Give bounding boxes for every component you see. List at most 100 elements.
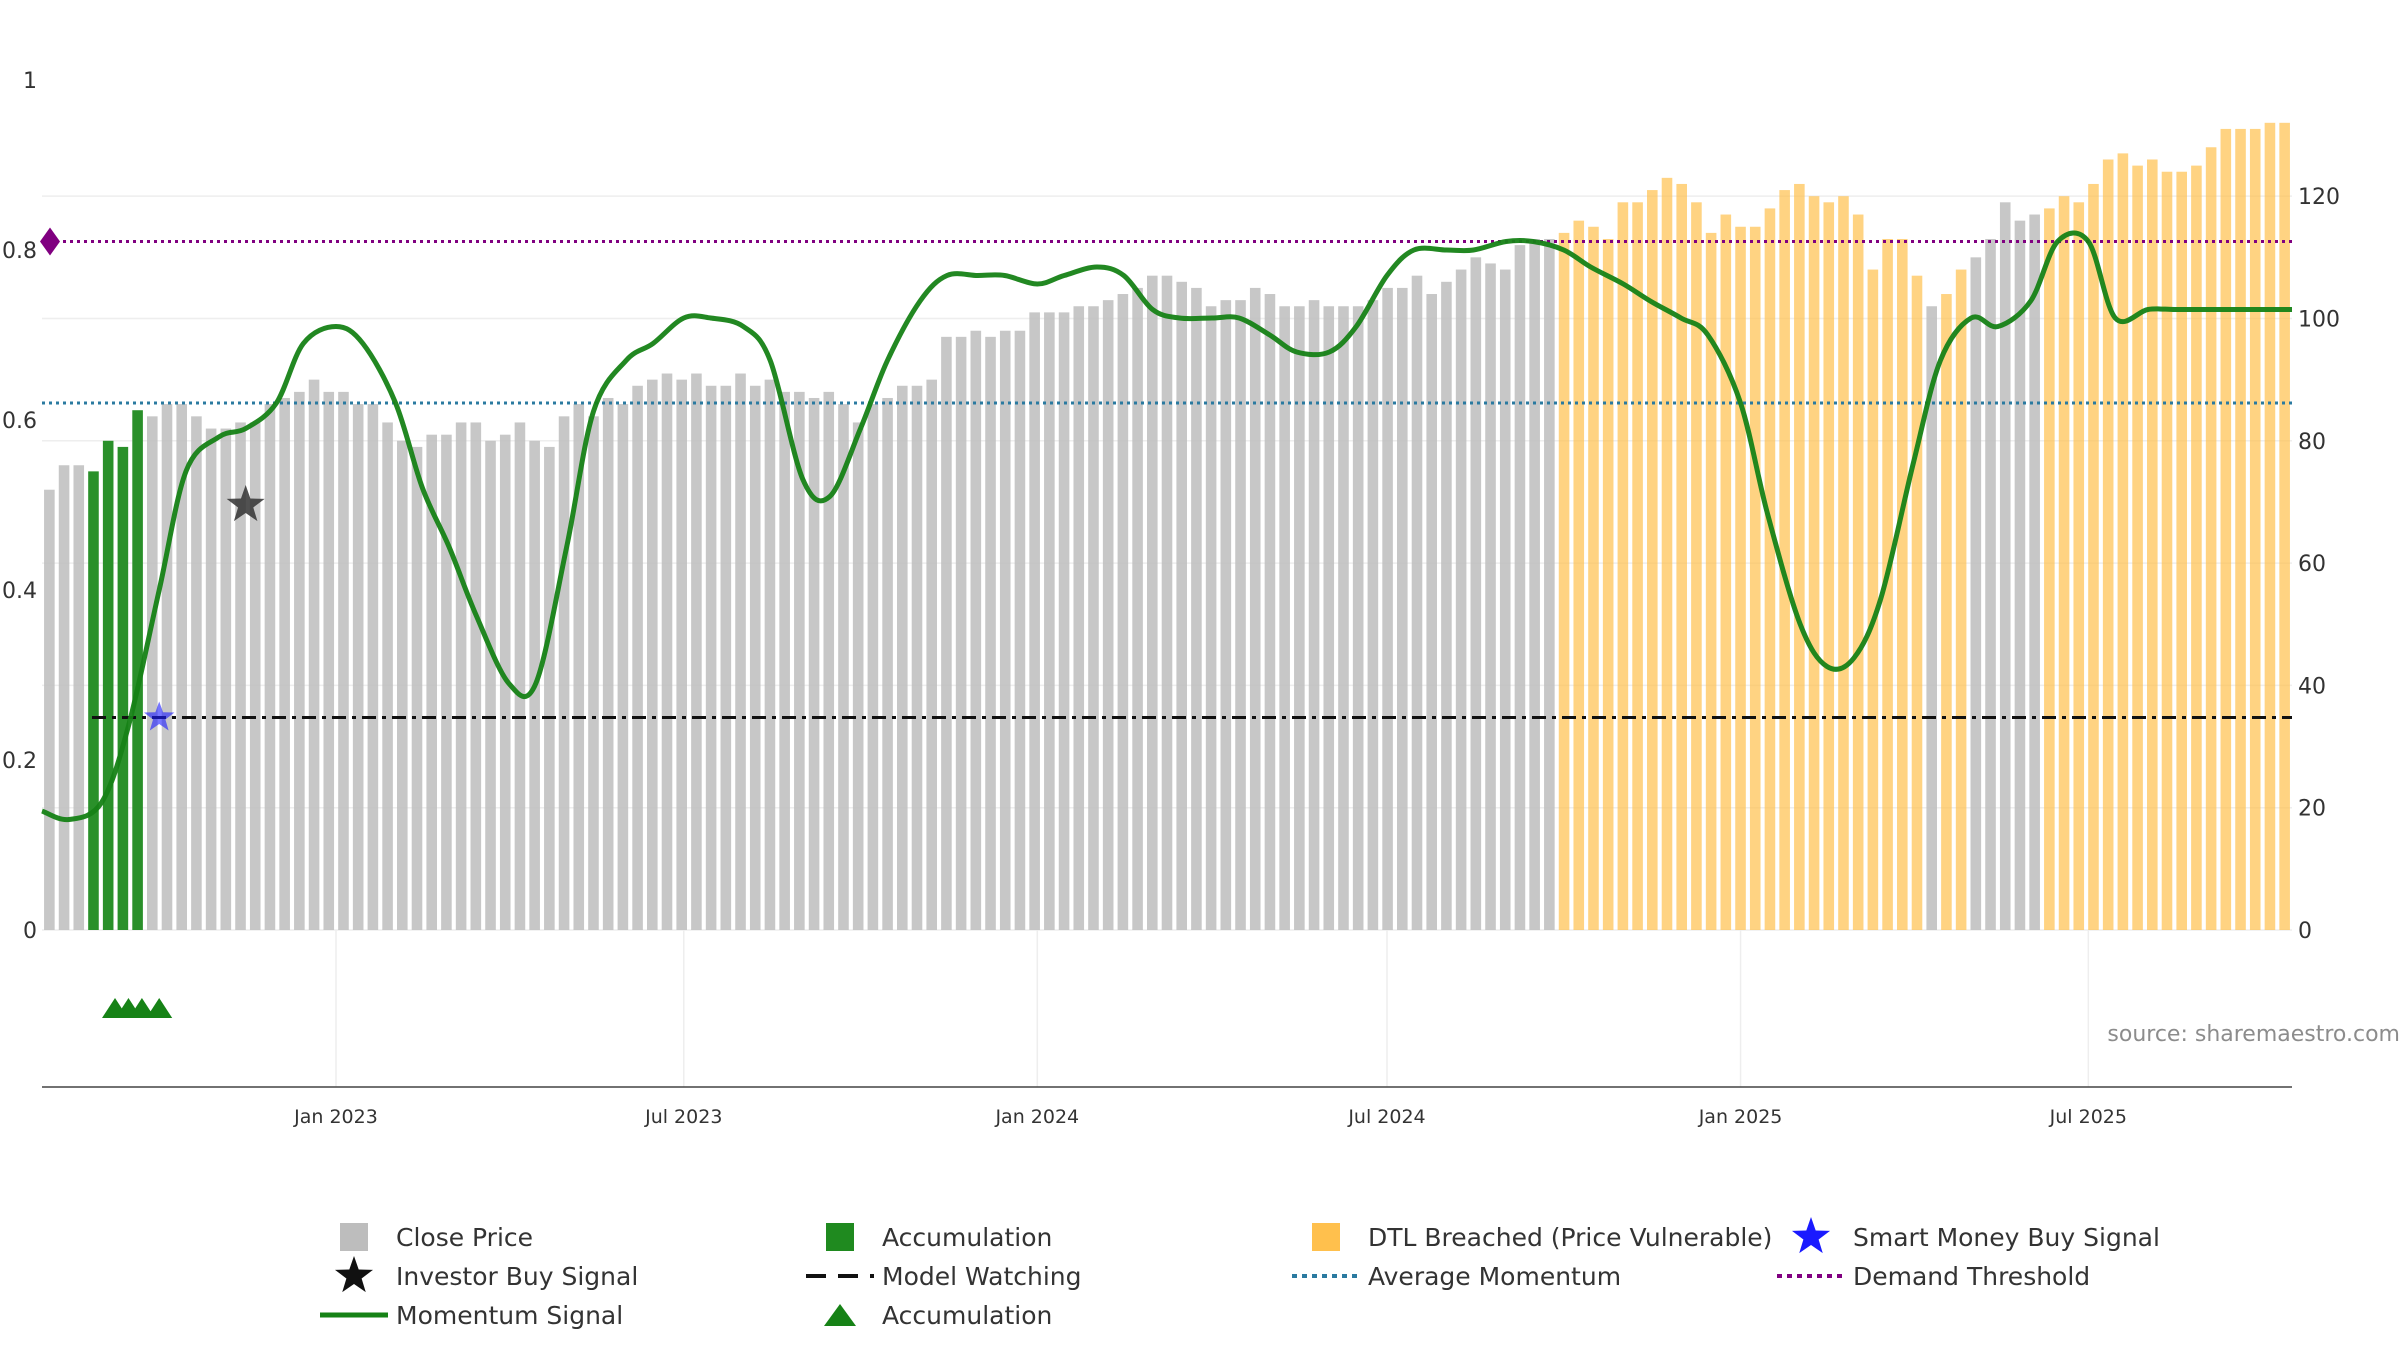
price-bar <box>691 373 702 931</box>
price-bar <box>1455 269 1467 930</box>
price-bar <box>1117 294 1129 930</box>
price-bar <box>102 440 114 930</box>
price-bar <box>632 385 643 931</box>
price-bar <box>397 440 408 930</box>
price-bar <box>1749 226 1761 931</box>
price-bar <box>735 373 746 931</box>
price-bar <box>1073 306 1085 930</box>
smart-money-buy-star <box>143 701 175 731</box>
legend-label: Average Momentum <box>1368 1262 1621 1291</box>
price-bar <box>2044 208 2055 931</box>
y-left-tick-label: 0 <box>23 919 37 944</box>
price-bar <box>2205 147 2217 931</box>
price-bar <box>1985 238 1996 931</box>
price-bar <box>1411 275 1423 930</box>
price-bar <box>1294 306 1305 930</box>
price-bar <box>544 446 555 930</box>
y-left-tick-label: 0.8 <box>2 239 37 264</box>
price-bar <box>352 404 364 930</box>
price-bar <box>1058 312 1070 930</box>
price-bar <box>235 422 246 930</box>
legend-label: Smart Money Buy Signal <box>1853 1223 2160 1252</box>
legend-swatch-square <box>340 1223 368 1251</box>
price-bar <box>2279 122 2290 930</box>
price-bar <box>941 336 952 930</box>
price-bar <box>1029 312 1040 930</box>
price-bar <box>1088 306 1099 930</box>
legend-item: Accumulation <box>824 1301 1052 1330</box>
price-bar <box>2161 171 2173 930</box>
y-right-tick-label: 20 <box>2298 797 2326 822</box>
y-right-tick-label: 100 <box>2298 307 2340 332</box>
price-bar <box>264 404 276 930</box>
price-bar <box>411 446 423 930</box>
price-bar <box>367 404 379 930</box>
legend-swatch-star <box>334 1256 374 1293</box>
y-left-tick-label: 1 <box>23 69 37 94</box>
price-bar <box>1941 294 1952 930</box>
price-bar <box>558 416 570 930</box>
legend-item: Model Watching <box>806 1262 1082 1291</box>
price-bar <box>323 391 335 931</box>
source-label: source: sharemaestro.com <box>2107 1022 2400 1047</box>
price-bar <box>455 422 467 930</box>
price-bar <box>1397 287 1408 930</box>
price-bar <box>1955 269 1967 930</box>
price-bar <box>1588 226 1599 931</box>
price-bar <box>279 397 290 931</box>
price-bar <box>749 385 761 931</box>
price-bar <box>1264 294 1276 930</box>
reference-lines <box>42 240 2292 719</box>
price-bar <box>1147 275 1158 930</box>
y-right-tick-label: 80 <box>2298 430 2326 455</box>
price-bar <box>897 385 908 931</box>
price-bar <box>2176 171 2187 930</box>
price-bar <box>205 428 217 930</box>
legend-label: Momentum Signal <box>396 1301 623 1330</box>
legend-item: Accumulation <box>826 1223 1052 1252</box>
price-bar <box>1720 214 1732 931</box>
price-bar <box>1352 306 1364 930</box>
price-bar <box>161 404 173 930</box>
price-bar <box>1573 220 1585 931</box>
price-bar <box>602 397 614 931</box>
price-bar <box>2117 153 2129 931</box>
price-bar <box>1161 275 1173 930</box>
price-bar <box>1661 177 1673 930</box>
legend-item: Investor Buy Signal <box>334 1256 638 1293</box>
price-bar <box>147 416 158 930</box>
legend-label: Accumulation <box>882 1301 1052 1330</box>
price-bar <box>2147 159 2158 930</box>
price-bar <box>764 379 776 931</box>
price-bars <box>44 122 2290 931</box>
price-bar <box>1764 208 1776 931</box>
price-bar <box>1970 257 1982 930</box>
legend-label: Model Watching <box>882 1262 1082 1291</box>
signal-markers <box>40 227 265 1018</box>
price-bar <box>794 391 805 931</box>
price-bar <box>1558 232 1570 931</box>
price-bar <box>588 416 599 930</box>
price-bar <box>2014 220 2026 931</box>
price-bar <box>1632 202 1643 931</box>
investor-buy-star <box>226 485 265 522</box>
price-bar <box>1176 281 1187 930</box>
legend-label: Close Price <box>396 1223 533 1252</box>
price-bar <box>308 379 320 931</box>
price-bar <box>1132 287 1143 930</box>
y-left-tick-label: 0.6 <box>2 409 37 434</box>
price-bar <box>1735 226 1746 931</box>
price-bar <box>779 391 790 931</box>
price-bar <box>73 465 85 930</box>
legend-swatch-triangle <box>824 1304 856 1326</box>
momentum-signal-line <box>41 230 2292 823</box>
price-bar <box>617 404 629 930</box>
price-bar <box>441 434 452 930</box>
price-bar <box>1779 190 1790 930</box>
legend-label: Investor Buy Signal <box>396 1262 638 1291</box>
price-bar <box>1382 287 1393 930</box>
price-bar <box>1882 238 1893 931</box>
price-bar <box>1691 202 1702 931</box>
price-bar <box>823 391 835 931</box>
